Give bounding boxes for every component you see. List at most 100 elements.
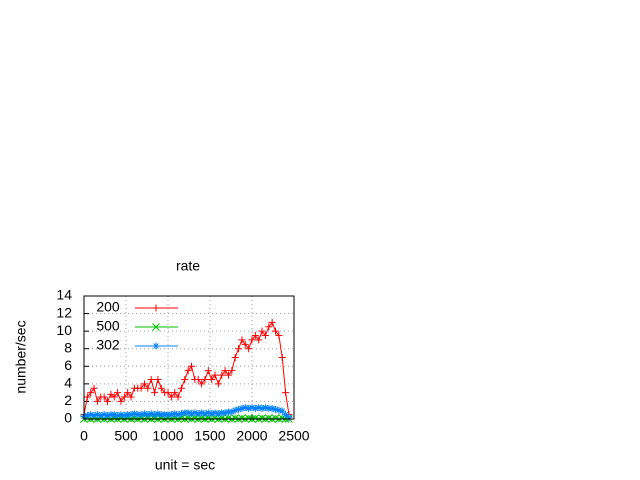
point-marker [104,397,112,405]
point-marker [137,411,145,419]
point-marker [224,371,232,379]
point-marker [194,410,202,418]
point-marker [272,405,280,413]
y-tick-label: 8 [64,339,72,355]
point-marker [278,354,286,361]
point-marker [198,409,206,417]
point-marker [120,411,128,419]
chart-title: rate [176,258,200,274]
point-marker [278,407,286,415]
series-line [83,321,290,415]
point-marker [147,375,155,383]
point-marker [93,397,101,405]
point-marker [214,380,222,388]
x-tick-label: 1500 [194,428,225,444]
point-marker [140,380,148,388]
point-marker [248,404,256,412]
point-marker [258,327,266,335]
point-marker [181,375,189,383]
point-marker [144,384,152,392]
point-marker [201,410,209,418]
point-marker [238,404,246,412]
point-marker [177,410,185,418]
point-marker [268,318,276,326]
y-tick-label: 14 [56,287,72,303]
point-marker [204,409,212,417]
point-marker [221,409,229,417]
point-marker [255,336,263,344]
point-marker [235,345,243,353]
legend-marker [152,304,160,312]
legend-marker [152,323,160,331]
point-marker [114,389,122,397]
y-tick-label: 4 [64,375,72,391]
point-marker [231,354,239,361]
point-marker [174,393,182,401]
y-tick-label: 12 [56,304,72,320]
point-marker [251,332,259,340]
point-marker [201,375,209,383]
point-marker [174,411,182,419]
point-marker [100,393,108,401]
point-marker [151,389,159,397]
point-marker [248,336,256,344]
x-tick-label: 2000 [236,428,267,444]
point-marker [83,411,91,419]
point-marker [110,393,118,401]
point-marker [241,340,249,348]
point-marker [151,411,159,419]
point-marker [235,405,243,413]
point-marker [164,389,172,397]
point-marker [130,410,138,418]
point-marker [154,410,162,418]
point-marker [245,404,253,412]
point-marker [245,345,253,353]
point-marker [265,323,273,331]
point-marker [140,410,148,418]
point-marker [87,411,95,419]
point-marker [188,362,196,370]
point-marker [157,384,165,392]
point-marker [154,375,162,383]
point-marker [218,371,226,379]
y-tick-label: 6 [64,357,72,373]
point-marker [282,389,290,397]
point-marker [282,411,290,419]
legend-marker [152,342,160,350]
point-marker [275,406,283,414]
point-marker [120,393,128,401]
point-marker [110,411,118,419]
x-tick-label: 1000 [152,428,183,444]
point-marker [147,410,155,418]
legend-label: 302 [96,337,120,353]
point-marker [228,367,236,375]
y-tick-label: 0 [64,410,72,426]
point-marker [258,404,266,412]
legend-label: 200 [96,299,120,315]
point-marker [127,411,135,419]
point-marker [198,380,206,388]
point-marker [268,404,276,412]
point-marker [275,332,283,340]
point-marker [285,413,293,421]
x-tick-label: 500 [114,428,138,444]
point-marker [214,410,222,418]
point-marker [188,410,196,418]
point-marker [114,411,122,419]
point-marker [204,367,212,375]
point-marker [124,389,132,397]
point-marker [83,393,91,401]
x-axis-label: unit = sec [155,457,215,473]
point-marker [171,389,179,397]
point-marker [261,404,269,412]
plot-border [83,295,295,420]
point-marker [177,384,185,392]
y-tick-label: 10 [56,322,72,338]
point-marker [184,367,192,375]
point-marker [272,327,280,335]
point-marker [144,411,152,419]
point-marker [251,404,259,412]
y-tick-label: 2 [64,392,72,408]
point-marker [171,410,179,418]
